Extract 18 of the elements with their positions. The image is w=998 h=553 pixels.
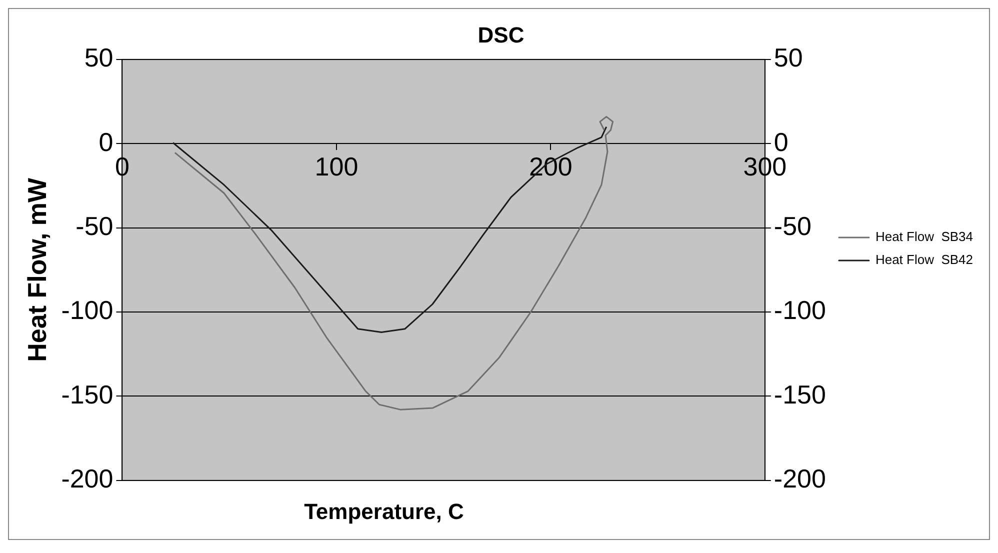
- y-tick-label: -200: [61, 464, 114, 494]
- y2-tick-label: -150: [774, 379, 826, 410]
- y2-tick-label: 0: [774, 126, 788, 157]
- y-tick-label: -50: [76, 210, 114, 241]
- y2-tick-label: -100: [774, 295, 826, 326]
- x-axis-title: Temperature, C: [303, 499, 465, 526]
- y2-tick-label: -50: [774, 210, 812, 241]
- y-tick-label: -100: [61, 295, 114, 326]
- y-axis-title: Heat Flow, mW: [22, 177, 52, 362]
- y2-tick-label: -200: [774, 464, 826, 494]
- legend-label: Heat Flow SB42: [875, 252, 973, 268]
- y-tick-label: 0: [98, 126, 114, 157]
- chart-title: DSC: [478, 22, 524, 48]
- x-tick-label: 100: [314, 151, 358, 182]
- y-tick-label: 50: [84, 42, 114, 73]
- y-tick-label: -150: [61, 379, 114, 410]
- y2-tick-label: 50: [774, 42, 803, 73]
- legend-label: Heat Flow SB34: [875, 229, 973, 244]
